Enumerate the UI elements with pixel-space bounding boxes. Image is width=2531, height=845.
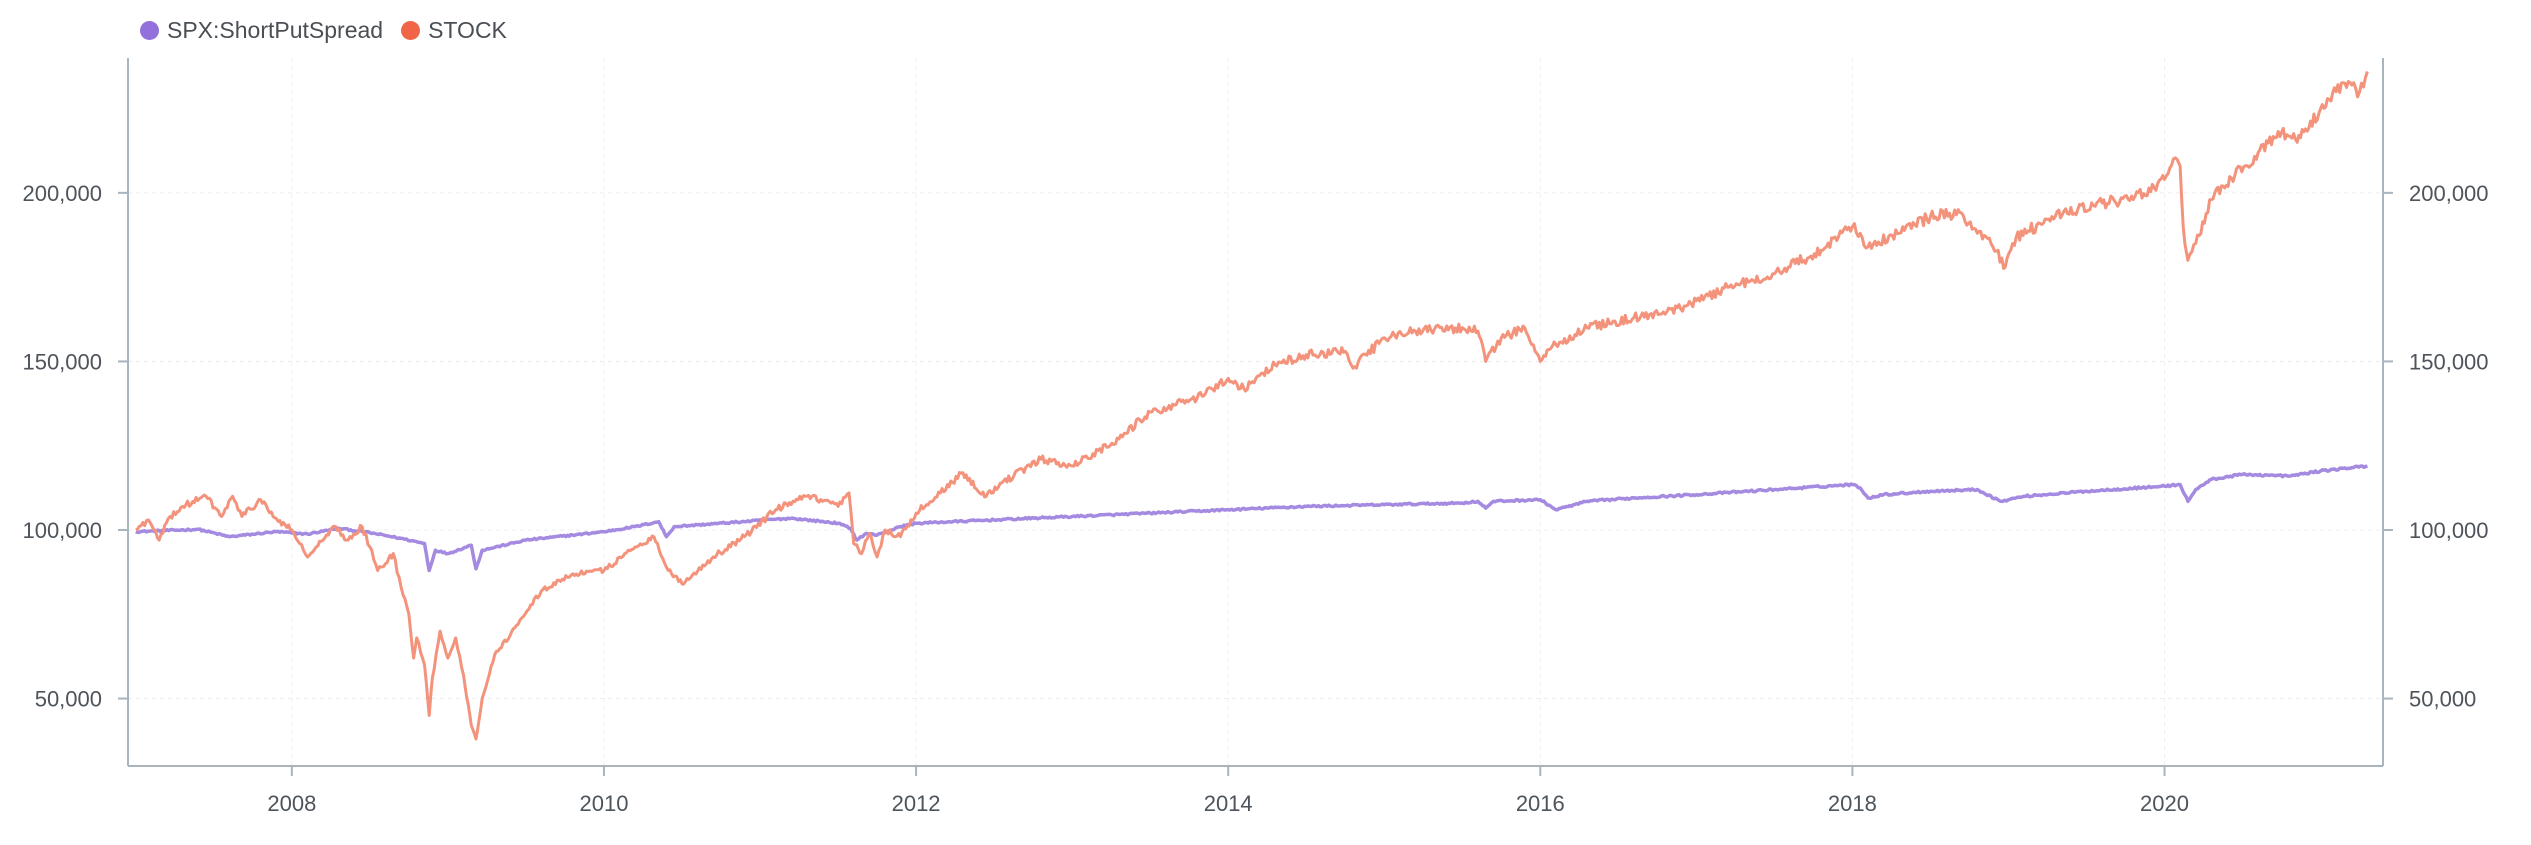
legend-item-stock[interactable]: STOCK — [401, 17, 507, 44]
x-tick-label: 2010 — [579, 791, 628, 816]
series-lines — [135, 71, 2369, 741]
x-tick-label: 2008 — [267, 791, 316, 816]
x-tick-label: 2012 — [892, 791, 941, 816]
x-tick-label: 2020 — [2140, 791, 2189, 816]
x-tick-label: 2018 — [1828, 791, 1877, 816]
legend-label-spx-shortputspread: SPX:ShortPutSpread — [167, 16, 384, 43]
legend-item-spx-shortputspread[interactable]: SPX:ShortPutSpread — [140, 17, 383, 44]
y-tick-label-left: 50,000 — [35, 687, 102, 712]
y-tick-label-right: 50,000 — [2409, 687, 2476, 712]
axes — [118, 58, 2393, 776]
y-tick-label-right: 200,000 — [2409, 181, 2489, 206]
y-tick-label-right: 150,000 — [2409, 349, 2489, 374]
legend-label-stock: STOCK — [428, 16, 507, 43]
legend: SPX:ShortPutSpread STOCK — [140, 14, 507, 46]
series-line-spx-shortputspread — [135, 464, 2368, 573]
y-tick-label-right: 100,000 — [2409, 518, 2489, 543]
x-tick-label: 2016 — [1516, 791, 1565, 816]
grid — [128, 58, 2383, 766]
legend-dot-stock — [401, 20, 421, 40]
legend-dot-spx-shortputspread — [140, 20, 159, 40]
y-tick-label-left: 200,000 — [22, 181, 102, 206]
series-line-stock — [135, 71, 2369, 741]
x-tick-label: 2014 — [1204, 791, 1253, 816]
tick-labels: 50,000 50,000 100,000 100,000 150,000 150,000… — [22, 181, 2488, 816]
y-tick-label-left: 100,000 — [22, 518, 102, 543]
y-tick-label-left: 150,000 — [22, 349, 102, 374]
